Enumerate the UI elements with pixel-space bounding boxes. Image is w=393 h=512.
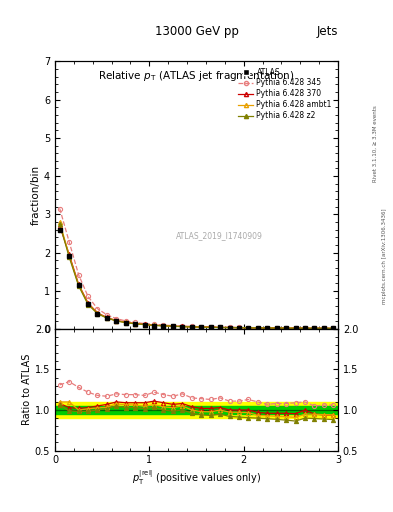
Legend: ATLAS, Pythia 6.428 345, Pythia 6.428 370, Pythia 6.428 ambt1, Pythia 6.428 z2: ATLAS, Pythia 6.428 345, Pythia 6.428 37… [236, 65, 334, 122]
X-axis label: $p_{\mathrm{T}}^{\mathrm{|rel|}}$ (positive values only): $p_{\mathrm{T}}^{\mathrm{|rel|}}$ (posit… [132, 468, 261, 487]
Y-axis label: Ratio to ATLAS: Ratio to ATLAS [22, 354, 32, 425]
Text: mcplots.cern.ch [arXiv:1306.3436]: mcplots.cern.ch [arXiv:1306.3436] [382, 208, 387, 304]
Text: Rivet 3.1.10, ≥ 3.3M events: Rivet 3.1.10, ≥ 3.3M events [373, 105, 378, 182]
Text: Jets: Jets [316, 26, 338, 38]
Text: 13000 GeV pp: 13000 GeV pp [154, 26, 239, 38]
Bar [55, 402, 338, 418]
Bar [55, 406, 338, 414]
Y-axis label: fraction/bin: fraction/bin [31, 165, 41, 225]
Text: ATLAS_2019_I1740909: ATLAS_2019_I1740909 [176, 231, 263, 240]
Text: Relative $p_{\mathrm{T}}$ (ATLAS jet fragmentation): Relative $p_{\mathrm{T}}$ (ATLAS jet fra… [98, 70, 295, 83]
